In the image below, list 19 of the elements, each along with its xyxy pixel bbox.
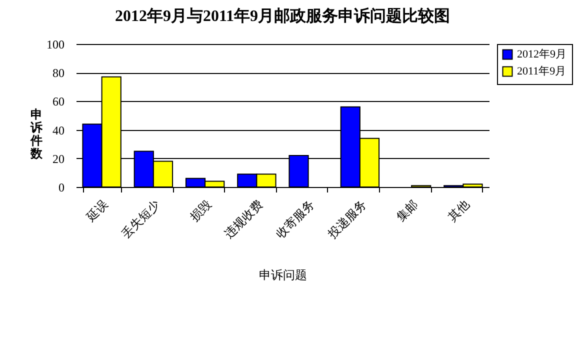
- x-tick-label: 投递服务: [324, 197, 369, 242]
- y-tick-label: 80: [52, 66, 64, 80]
- x-tick-label: 集邮: [394, 197, 421, 224]
- y-tick-label: 20: [52, 152, 64, 166]
- x-tick-label: 其他: [445, 197, 472, 224]
- y-tick-label: 40: [52, 123, 64, 138]
- x-axis-title: 申诉问题: [259, 268, 307, 282]
- y-axis-title: 申诉件数: [30, 108, 44, 160]
- legend-label: 2011年9月: [517, 66, 566, 78]
- x-tick-label: 丢失短少: [118, 197, 162, 241]
- x-tick-label: 收寄服务: [273, 197, 318, 241]
- y-tick-label: 60: [52, 94, 64, 109]
- y-tick-label: 0: [58, 180, 64, 194]
- y-tick-label: 100: [46, 38, 64, 52]
- x-tick-label: 损毁: [187, 197, 214, 224]
- chart-title: 2012年9月与2011年9月邮政服务申诉问题比较图: [114, 7, 450, 25]
- x-tick-label: 违规收费: [222, 197, 266, 241]
- x-tick-label: 延误: [83, 197, 111, 225]
- legend-label: 2012年9月: [517, 48, 566, 60]
